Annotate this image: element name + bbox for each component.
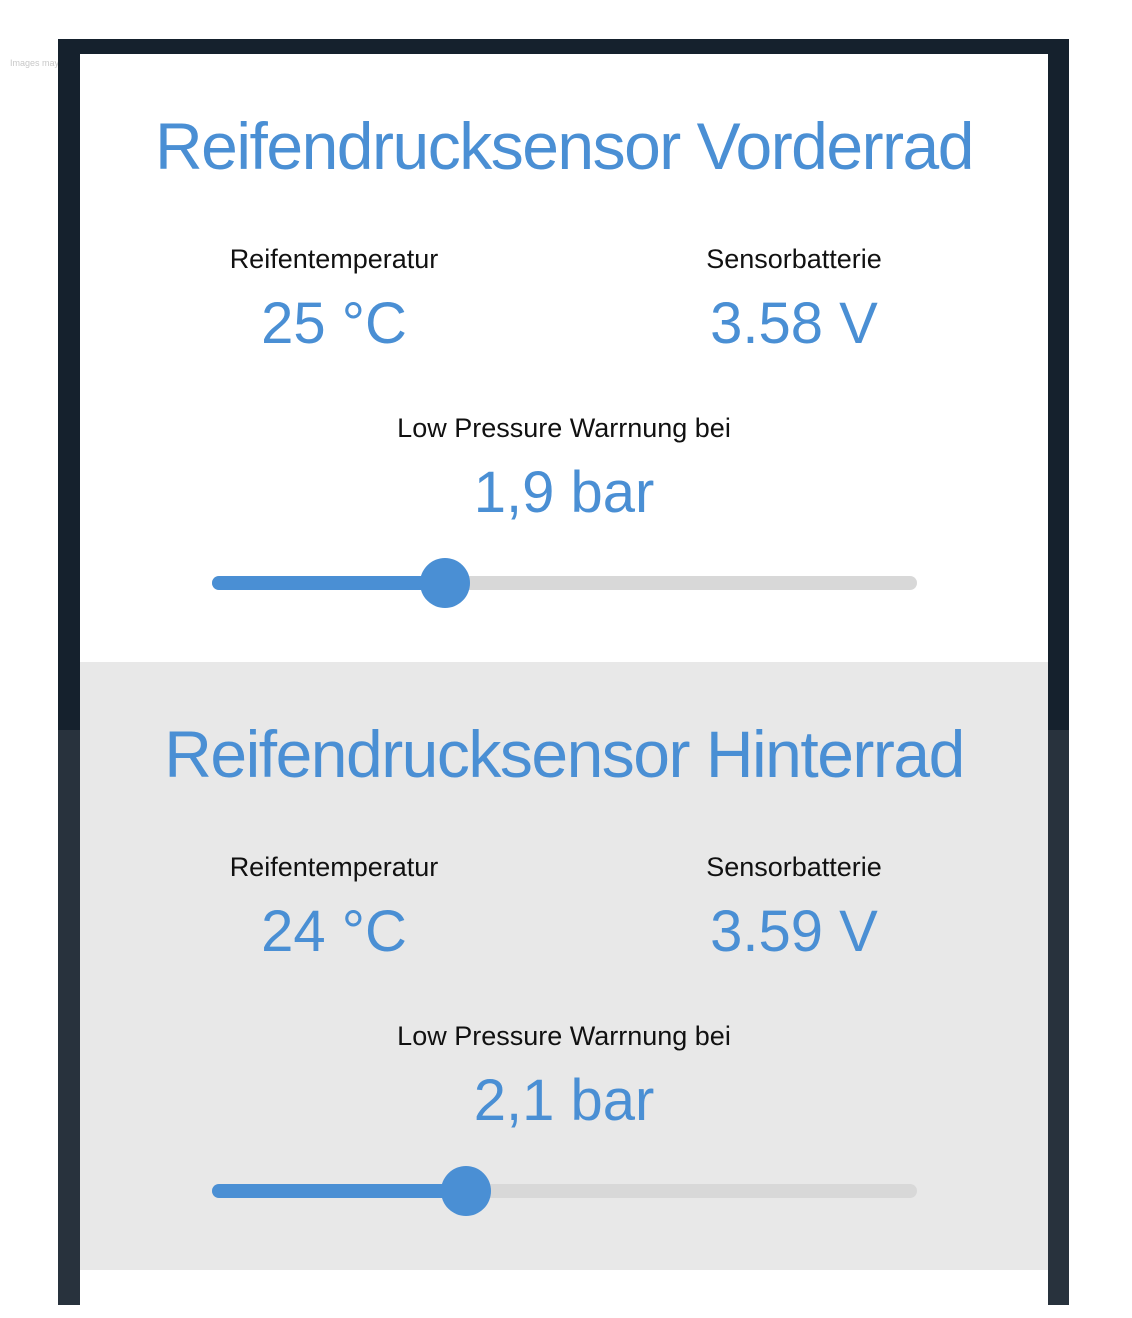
slider-fill	[212, 1184, 466, 1198]
warning-label: Low Pressure Warrnung bei	[397, 413, 731, 443]
sensor-title: Reifendrucksensor Vorderrad	[155, 109, 974, 183]
battery-value: 3.59 V	[710, 899, 878, 964]
warning-value: 1,9 bar	[473, 460, 655, 525]
slider-thumb[interactable]	[419, 558, 470, 608]
battery-value: 3.58 V	[710, 291, 878, 356]
slider-fill	[212, 576, 445, 590]
sensor-title: Reifendrucksensor Hinterrad	[164, 717, 965, 791]
temperature-label: Reifentemperatur	[229, 244, 439, 274]
warning-label: Low Pressure Warrnung bei	[397, 1021, 731, 1051]
temperature-value: 25 °C	[261, 291, 407, 356]
warning-value: 2,1 bar	[473, 1068, 655, 1133]
rear-sensor-panel: Reifendrucksensor Hinterrad Reifentemper…	[80, 662, 1048, 1270]
slider-thumb[interactable]	[440, 1166, 491, 1216]
pressure-slider[interactable]	[212, 1166, 917, 1216]
battery-label: Sensorbatterie	[706, 244, 882, 274]
app-content: Reifendrucksensor Vorderrad Reifentemper…	[80, 54, 1048, 1305]
temperature-label: Reifentemperatur	[229, 852, 439, 882]
battery-label: Sensorbatterie	[706, 852, 882, 882]
temperature-value: 24 °C	[261, 899, 407, 964]
front-sensor-panel: Reifendrucksensor Vorderrad Reifentemper…	[80, 54, 1048, 662]
pressure-slider[interactable]	[212, 558, 917, 608]
